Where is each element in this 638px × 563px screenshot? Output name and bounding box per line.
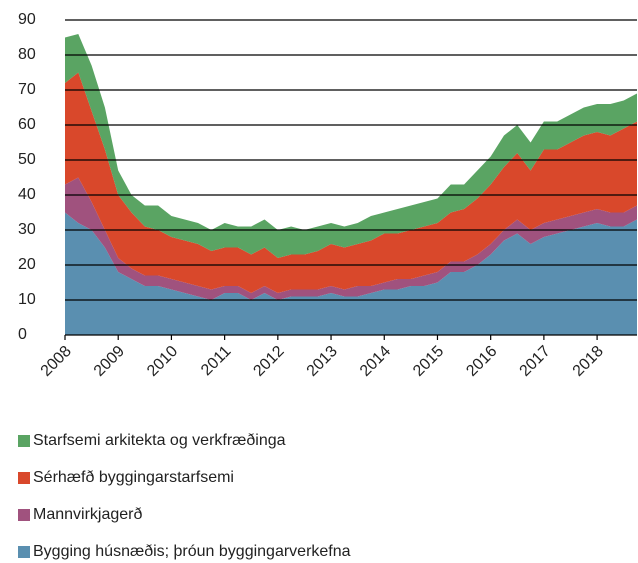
- y-tick-label: 0: [18, 326, 27, 343]
- y-tick-label: 80: [18, 46, 36, 63]
- x-tick-label: 2015: [410, 343, 447, 380]
- legend-label: Bygging húsnæðis; þróun byggingarverkefn…: [33, 543, 351, 560]
- legend-swatch: [18, 509, 30, 521]
- legend-label: Mannvirkjagerð: [33, 506, 142, 523]
- y-tick-label: 50: [18, 151, 36, 168]
- x-tick-label: 2009: [91, 343, 128, 380]
- y-tick-label: 10: [18, 291, 36, 308]
- x-tick-label: 2012: [250, 343, 287, 380]
- area: [65, 34, 637, 258]
- x-tick-label: 2013: [304, 343, 341, 380]
- legend-label: Starfsemi arkitekta og verkfræðinga: [33, 432, 286, 449]
- x-tick-label: 2017: [517, 343, 554, 380]
- legend-swatch: [18, 546, 30, 558]
- y-tick-label: 70: [18, 81, 36, 98]
- x-tick-label: 2014: [357, 343, 394, 380]
- legend-swatch: [18, 472, 30, 484]
- area: [65, 72, 637, 293]
- x-tick-label: 2018: [570, 343, 607, 380]
- legend-label: Sérhæfð byggingarstarfsemi: [33, 469, 234, 486]
- legend-swatch: [18, 435, 30, 447]
- x-tick-label: 2011: [198, 343, 234, 379]
- x-tick-label: 2016: [463, 343, 500, 380]
- y-tick-label: 40: [18, 186, 36, 203]
- y-tick-label: 90: [18, 11, 36, 28]
- y-tick-label: 20: [18, 256, 36, 273]
- y-tick-label: 60: [18, 116, 36, 133]
- area: [65, 212, 637, 335]
- x-tick-label: 2008: [38, 343, 75, 380]
- y-tick-label: 30: [18, 221, 36, 238]
- x-tick-label: 2010: [144, 343, 181, 380]
